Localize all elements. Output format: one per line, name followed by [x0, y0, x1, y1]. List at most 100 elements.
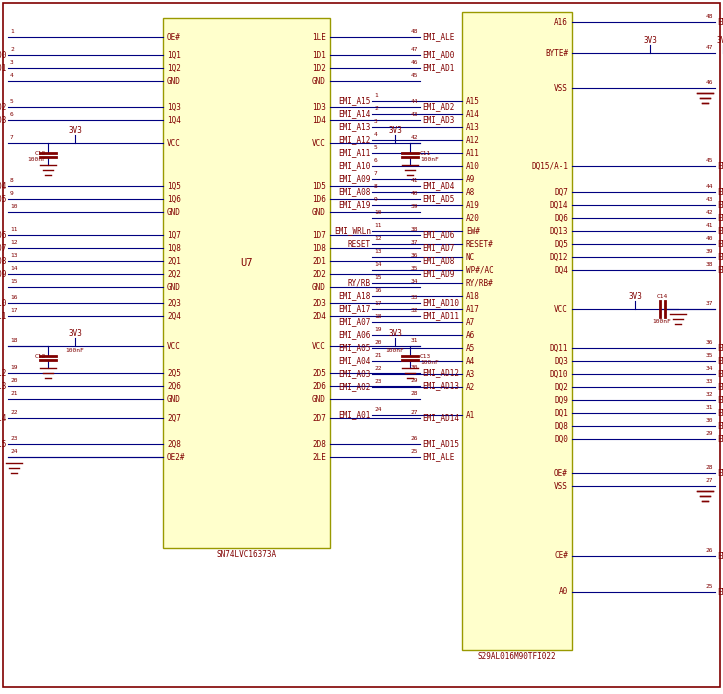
Text: EMI_A14: EMI_A14	[338, 110, 371, 119]
Text: A6: A6	[466, 330, 475, 339]
Text: 21: 21	[374, 353, 382, 358]
Text: 21: 21	[10, 391, 17, 396]
Text: 30: 30	[411, 365, 418, 370]
Text: 34: 34	[706, 366, 713, 371]
Text: EMI_AD13: EMI_AD13	[422, 382, 459, 391]
Text: EMI_AD4: EMI_AD4	[717, 266, 723, 275]
Text: EMI_AD3: EMI_AD3	[422, 115, 454, 124]
Text: 39: 39	[411, 204, 418, 209]
Text: 38: 38	[706, 262, 713, 267]
Text: 19: 19	[10, 365, 17, 370]
Text: 45: 45	[411, 73, 418, 78]
Text: 7: 7	[374, 171, 377, 176]
Text: 27: 27	[706, 478, 713, 483]
Text: EMI_AD0: EMI_AD0	[422, 51, 454, 60]
Text: 28: 28	[706, 465, 713, 470]
Text: 12: 12	[374, 236, 382, 241]
Text: SN74LVC16373A: SN74LVC16373A	[216, 550, 277, 559]
Text: 35: 35	[411, 266, 418, 271]
Text: 1Q2: 1Q2	[167, 63, 181, 72]
Text: 37: 37	[706, 301, 713, 306]
Text: EMI_AD14: EMI_AD14	[717, 201, 723, 210]
Text: 24: 24	[10, 449, 17, 454]
Text: A9: A9	[466, 174, 475, 183]
Text: C11: C11	[420, 151, 431, 155]
Text: DQ0: DQ0	[554, 434, 568, 443]
Text: EMI_AD7: EMI_AD7	[717, 187, 723, 196]
Text: 11: 11	[10, 227, 17, 232]
Text: EMI_AD3: EMI_AD3	[717, 357, 723, 366]
Text: U7: U7	[240, 258, 253, 268]
Text: 13: 13	[10, 253, 17, 258]
Text: EMI_AD13: EMI_AD13	[717, 226, 723, 235]
Text: 2D6: 2D6	[312, 382, 326, 391]
Text: 28: 28	[411, 391, 418, 396]
Text: 36: 36	[411, 253, 418, 258]
Text: 2D2: 2D2	[312, 269, 326, 278]
Text: 1Q8: 1Q8	[167, 244, 181, 253]
Text: 1D7: 1D7	[312, 230, 326, 239]
Text: A0: A0	[559, 588, 568, 597]
Text: A12: A12	[466, 135, 480, 144]
Text: EMI_A10: EMI_A10	[0, 298, 7, 307]
Text: 22: 22	[10, 410, 17, 415]
Text: 22: 22	[374, 366, 382, 371]
Text: C13: C13	[420, 353, 431, 359]
Text: 37: 37	[411, 240, 418, 245]
Text: EMI_A07: EMI_A07	[338, 317, 371, 326]
Text: 13: 13	[374, 249, 382, 254]
Text: 44: 44	[706, 184, 713, 189]
Text: 15: 15	[374, 275, 382, 280]
Text: DQ14: DQ14	[549, 201, 568, 210]
Text: DQ2: DQ2	[554, 382, 568, 391]
Text: DQ12: DQ12	[549, 253, 568, 262]
Text: 1: 1	[374, 93, 377, 98]
Text: 2D3: 2D3	[312, 298, 326, 307]
Text: EMI_ALE: EMI_ALE	[422, 452, 454, 462]
Text: 2Q5: 2Q5	[167, 369, 181, 378]
Text: 38: 38	[411, 227, 418, 232]
Text: 47: 47	[411, 47, 418, 52]
Text: EMI_AD14: EMI_AD14	[422, 414, 459, 423]
Text: EMI_A09: EMI_A09	[0, 269, 7, 278]
Text: 20: 20	[10, 378, 17, 383]
Text: 1D8: 1D8	[312, 244, 326, 253]
Text: EMI_AD12: EMI_AD12	[717, 253, 723, 262]
Text: A4: A4	[466, 357, 475, 366]
Text: EMI_A13: EMI_A13	[0, 382, 7, 391]
Text: 16: 16	[10, 295, 17, 300]
Text: EMI_WRLn: EMI_WRLn	[334, 226, 371, 235]
Text: 100nF: 100nF	[66, 348, 85, 353]
Text: 2Q7: 2Q7	[167, 414, 181, 423]
Text: 46: 46	[706, 80, 713, 85]
Text: 29: 29	[411, 378, 418, 383]
Text: EMI_AD10: EMI_AD10	[422, 298, 459, 307]
Text: EMI_A08: EMI_A08	[338, 187, 371, 196]
Text: 2Q6: 2Q6	[167, 382, 181, 391]
Text: 42: 42	[706, 210, 713, 215]
Text: 40: 40	[706, 236, 713, 241]
Text: EMI_A01: EMI_A01	[0, 63, 7, 72]
Text: EMI_AD5: EMI_AD5	[717, 239, 723, 248]
Text: 2Q8: 2Q8	[167, 439, 181, 448]
Text: C10: C10	[35, 151, 46, 155]
Text: EMI_AD10: EMI_AD10	[717, 369, 723, 378]
Text: 5: 5	[10, 99, 14, 104]
Text: 8: 8	[374, 184, 377, 189]
Text: A3: A3	[466, 369, 475, 378]
Text: 10: 10	[374, 210, 382, 215]
Text: EMI_A15: EMI_A15	[0, 439, 7, 448]
Text: 1Q5: 1Q5	[167, 182, 181, 190]
Text: 48: 48	[411, 29, 418, 34]
Text: 1: 1	[10, 29, 14, 34]
Text: C12: C12	[35, 353, 46, 359]
Text: EMI_A03: EMI_A03	[0, 115, 7, 124]
Text: EMI_A16: EMI_A16	[717, 17, 723, 26]
Text: 9: 9	[10, 191, 14, 196]
Text: EMI_CS0n: EMI_CS0n	[717, 552, 723, 561]
Text: 19: 19	[374, 327, 382, 332]
Text: A8: A8	[466, 187, 475, 196]
Text: DQ15/A-1: DQ15/A-1	[531, 162, 568, 171]
Bar	[462, 12, 572, 650]
Text: DQ13: DQ13	[549, 226, 568, 235]
